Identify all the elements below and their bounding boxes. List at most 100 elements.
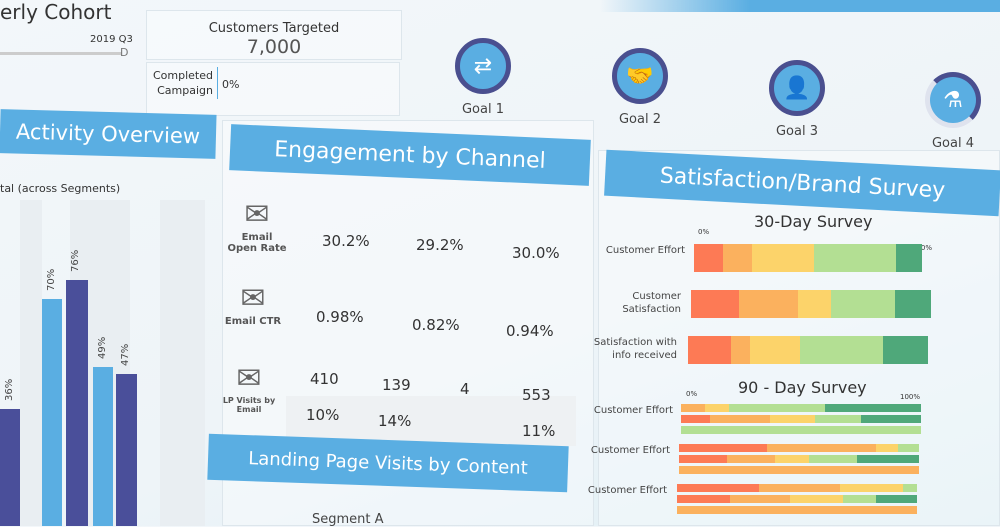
activity-overview-header: Activity Overview [0,109,217,159]
lp-pct-2: 14% [378,412,412,430]
activity-bar [0,409,20,526]
completed-campaign-card: Completed Campaign 0% [146,62,400,116]
survey90-segment [729,404,825,412]
open-rate-3: 30.0% [512,244,560,262]
survey90-segment [808,455,857,463]
survey90-stacked-bar [681,415,921,423]
activity-bar-chart: 36% 70% 76% 49% 47% [0,200,210,526]
survey30-segment [895,290,931,318]
lp-2: 139 [382,376,411,394]
lp-visits-label: ✉ LP Visits by Email [214,362,284,415]
survey30-segment [722,244,752,272]
open-rate-2: 29.2% [416,236,464,254]
survey90-segment [681,404,705,412]
goal-1-label: Goal 1 [461,102,504,117]
activity-bar-label: 76% [70,249,81,272]
activity-bar-label: 49% [97,337,108,360]
survey90-stacked-bar [679,455,919,463]
goal-2[interactable]: 🤝 Goal 2 [595,48,685,127]
completed-label-1: Completed [153,69,213,82]
top-banner [0,0,1000,12]
cohort-period: 2019 Q3 [90,34,133,45]
survey30-segment [738,290,798,318]
goal-1[interactable]: ⇄ Goal 1 [438,38,528,117]
survey90-min: 0% [686,390,698,398]
ctr-3: 0.94% [506,322,554,340]
completed-label-2: Campaign [157,84,213,97]
survey90-stacked-bar [677,506,917,514]
survey90-segment [679,455,727,463]
goal-4[interactable]: ⚗ Goal 4 [908,72,998,151]
activity-bar [116,373,137,526]
survey90-segment [677,484,759,492]
email-open-rate-label: ✉ Email Open Rate [222,197,292,255]
goal-3[interactable]: 👤 Goal 3 [752,60,842,139]
survey90-segment [860,415,921,423]
survey90-segment [727,455,775,463]
survey30-segment [688,336,731,364]
activity-bar-label: 47% [120,343,131,366]
survey90-stacked-bar [677,495,917,503]
survey90-stacked-bar [681,426,921,434]
survey30-segment [799,336,883,364]
survey30-max: 100% [912,244,933,252]
survey30-row-label: Customer Effort [605,245,685,256]
survey90-segment [840,484,903,492]
survey90-stacked-bar [681,404,921,412]
survey30-title: 30-Day Survey [754,212,873,231]
arrows-exchange-icon: ⇄ [455,38,511,94]
survey90-segment [681,415,710,423]
flask-icon: ⚗ [925,72,981,128]
completed-value: 0% [222,78,240,91]
survey90-segment [766,444,877,452]
slider-handle[interactable]: D [120,46,129,59]
activity-bar-label: 36% [4,379,15,402]
email-ctr-label: ✉ Email CTR [218,282,288,328]
survey30-min: 0% [698,228,710,236]
customers-label: Customers Targeted [208,21,340,36]
survey90-segment [679,466,919,474]
survey30-segment [691,290,739,318]
cohort-title: erly Cohort [0,0,112,24]
survey90-segment [681,426,921,434]
survey30-row-label: Customer Satisfaction [622,291,681,315]
customers-value: 7,000 [246,36,302,58]
survey90-segment [789,495,843,503]
survey90-segment [705,404,729,412]
survey90-row-label: Customer Effort [587,485,667,496]
survey30-segment [694,244,723,272]
survey90-stacked-bar [679,466,919,474]
survey90-max: 100% [900,393,921,401]
activity-bar-label: 70% [46,268,57,292]
survey30-segment [813,244,896,272]
activity-bar [42,299,62,526]
user-add-icon: 👤 [769,60,825,116]
survey90-segment [825,404,921,412]
survey90-segment [815,415,861,423]
handshake-icon: 🤝 [612,48,668,104]
survey90-stacked-bar [677,484,917,492]
survey90-segment [729,495,790,503]
survey30-segment [730,336,750,364]
lp-pct-4: 11% [522,422,556,440]
goal-4-label: Goal 4 [931,136,974,151]
envelope-icon: ✉ [244,197,270,232]
survey30-stacked-bar [688,336,929,364]
activity-bar [93,367,113,526]
survey90-segment [709,415,770,423]
survey90-segment [677,495,730,503]
customers-targeted-card: Customers Targeted 7,000 [146,10,402,60]
survey30-segment [797,290,832,318]
lp-3: 4 [460,380,470,398]
survey30-stacked-bar [694,244,934,272]
survey90-segment [902,484,917,492]
activity-subtitle: tal (across Segments) [0,182,121,195]
cohort-slider[interactable] [0,52,122,55]
survey30-segment [895,244,922,272]
survey90-segment [897,444,919,452]
survey30-segment [751,244,814,272]
survey30-segment [749,336,800,364]
survey30-row-label: Satisfaction with info received [593,337,677,361]
goal-2-label: Goal 2 [618,112,661,127]
survey90-stacked-bar [679,444,919,452]
